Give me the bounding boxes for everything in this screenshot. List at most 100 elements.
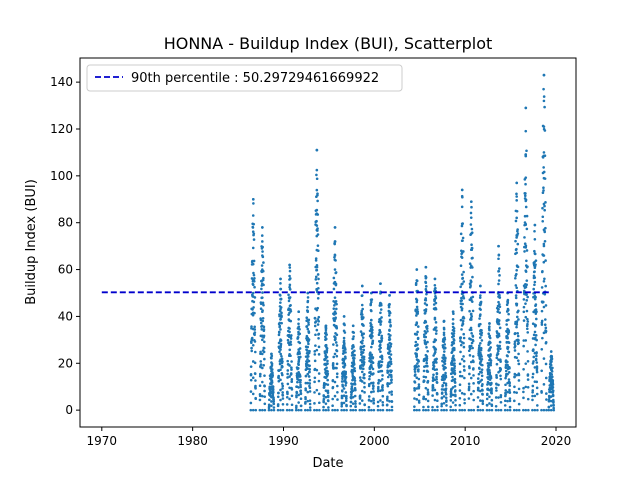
data-point — [458, 408, 462, 412]
data-point — [535, 370, 539, 374]
data-point — [377, 381, 380, 385]
data-point — [279, 408, 282, 412]
data-point — [542, 176, 546, 180]
data-point — [425, 324, 429, 328]
data-point — [360, 322, 364, 326]
data-point — [296, 380, 299, 384]
data-point — [297, 325, 300, 329]
data-point — [486, 383, 489, 386]
data-point — [458, 370, 462, 374]
data-point — [286, 359, 290, 363]
data-point — [542, 99, 546, 103]
data-point — [540, 286, 544, 289]
data-point — [307, 321, 310, 324]
data-point — [531, 372, 535, 376]
data-point — [270, 374, 273, 377]
data-point — [424, 408, 428, 412]
data-point — [252, 222, 256, 226]
data-point — [533, 223, 537, 227]
data-point — [472, 389, 475, 393]
data-point — [280, 382, 284, 385]
data-point — [435, 361, 438, 364]
data-point — [507, 330, 511, 334]
data-point — [279, 378, 282, 382]
data-point — [547, 405, 551, 409]
data-point — [261, 268, 264, 271]
data-point — [531, 384, 535, 388]
data-point — [297, 355, 300, 359]
data-point — [499, 368, 502, 371]
data-point — [444, 387, 448, 390]
data-point — [306, 367, 309, 370]
data-point — [335, 326, 339, 330]
data-point — [251, 230, 255, 234]
data-point — [378, 343, 382, 347]
data-point — [441, 383, 445, 387]
data-point — [540, 391, 543, 394]
data-point — [315, 208, 319, 212]
data-point — [433, 307, 437, 311]
data-point — [306, 349, 309, 352]
data-point — [342, 372, 346, 376]
data-point — [335, 302, 338, 306]
data-point — [258, 408, 262, 412]
data-point — [460, 328, 463, 331]
data-point — [333, 324, 337, 328]
data-point — [297, 333, 300, 336]
data-point — [454, 389, 457, 392]
data-point — [442, 319, 446, 323]
data-point — [423, 302, 427, 305]
data-point — [549, 368, 553, 371]
data-point — [249, 378, 253, 382]
data-point — [295, 404, 298, 408]
data-point — [552, 400, 555, 403]
data-point — [350, 393, 353, 397]
data-point — [414, 281, 418, 285]
data-point — [381, 408, 385, 412]
data-point — [479, 294, 482, 297]
data-point — [290, 368, 293, 371]
data-point — [425, 361, 429, 365]
data-point — [286, 376, 289, 379]
x-tick-label: 2020 — [541, 434, 572, 448]
data-point — [499, 393, 503, 397]
data-point — [425, 327, 429, 330]
data-point — [358, 394, 362, 397]
data-point — [261, 296, 264, 299]
data-point — [489, 359, 493, 362]
data-point — [514, 276, 517, 280]
data-point — [424, 298, 428, 302]
data-point — [497, 370, 500, 374]
data-point — [371, 387, 375, 390]
data-point — [462, 355, 465, 358]
data-point — [261, 240, 264, 243]
data-point — [495, 373, 498, 377]
data-point — [504, 369, 508, 373]
data-point — [262, 303, 265, 307]
data-point — [523, 194, 527, 198]
data-point — [326, 395, 330, 399]
data-point — [360, 294, 364, 297]
data-point — [262, 328, 266, 331]
data-point — [541, 215, 545, 219]
data-point — [522, 339, 526, 342]
data-point — [434, 326, 438, 329]
data-point — [460, 299, 464, 302]
data-point — [317, 379, 321, 383]
data-point — [426, 399, 430, 403]
data-point — [359, 330, 363, 333]
data-point — [343, 342, 346, 345]
data-point — [426, 340, 429, 344]
data-point — [417, 385, 421, 389]
data-point — [551, 379, 555, 382]
data-point — [380, 357, 384, 361]
data-point — [415, 376, 419, 379]
data-point — [279, 342, 283, 346]
data-point — [463, 392, 466, 396]
data-point — [254, 408, 258, 412]
data-point — [299, 385, 302, 389]
data-point — [541, 300, 545, 304]
data-point — [505, 323, 508, 326]
data-point — [381, 374, 384, 377]
data-point — [454, 394, 457, 398]
